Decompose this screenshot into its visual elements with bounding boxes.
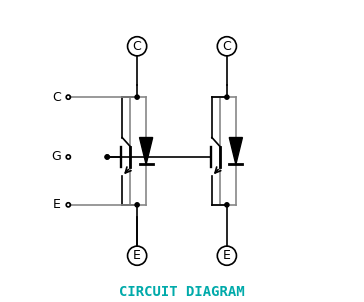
Text: C: C	[52, 91, 61, 104]
Circle shape	[225, 95, 229, 99]
Circle shape	[225, 203, 229, 207]
Circle shape	[105, 155, 109, 159]
Text: C: C	[133, 40, 142, 53]
Text: E: E	[53, 198, 61, 211]
Text: CIRCUIT DIAGRAM: CIRCUIT DIAGRAM	[119, 284, 245, 299]
Polygon shape	[229, 137, 242, 165]
Circle shape	[135, 95, 139, 99]
Text: E: E	[223, 249, 231, 262]
Circle shape	[135, 203, 139, 207]
Text: G: G	[51, 150, 61, 163]
Text: E: E	[133, 249, 141, 262]
Text: C: C	[222, 40, 231, 53]
Polygon shape	[139, 137, 153, 165]
Circle shape	[105, 155, 109, 159]
